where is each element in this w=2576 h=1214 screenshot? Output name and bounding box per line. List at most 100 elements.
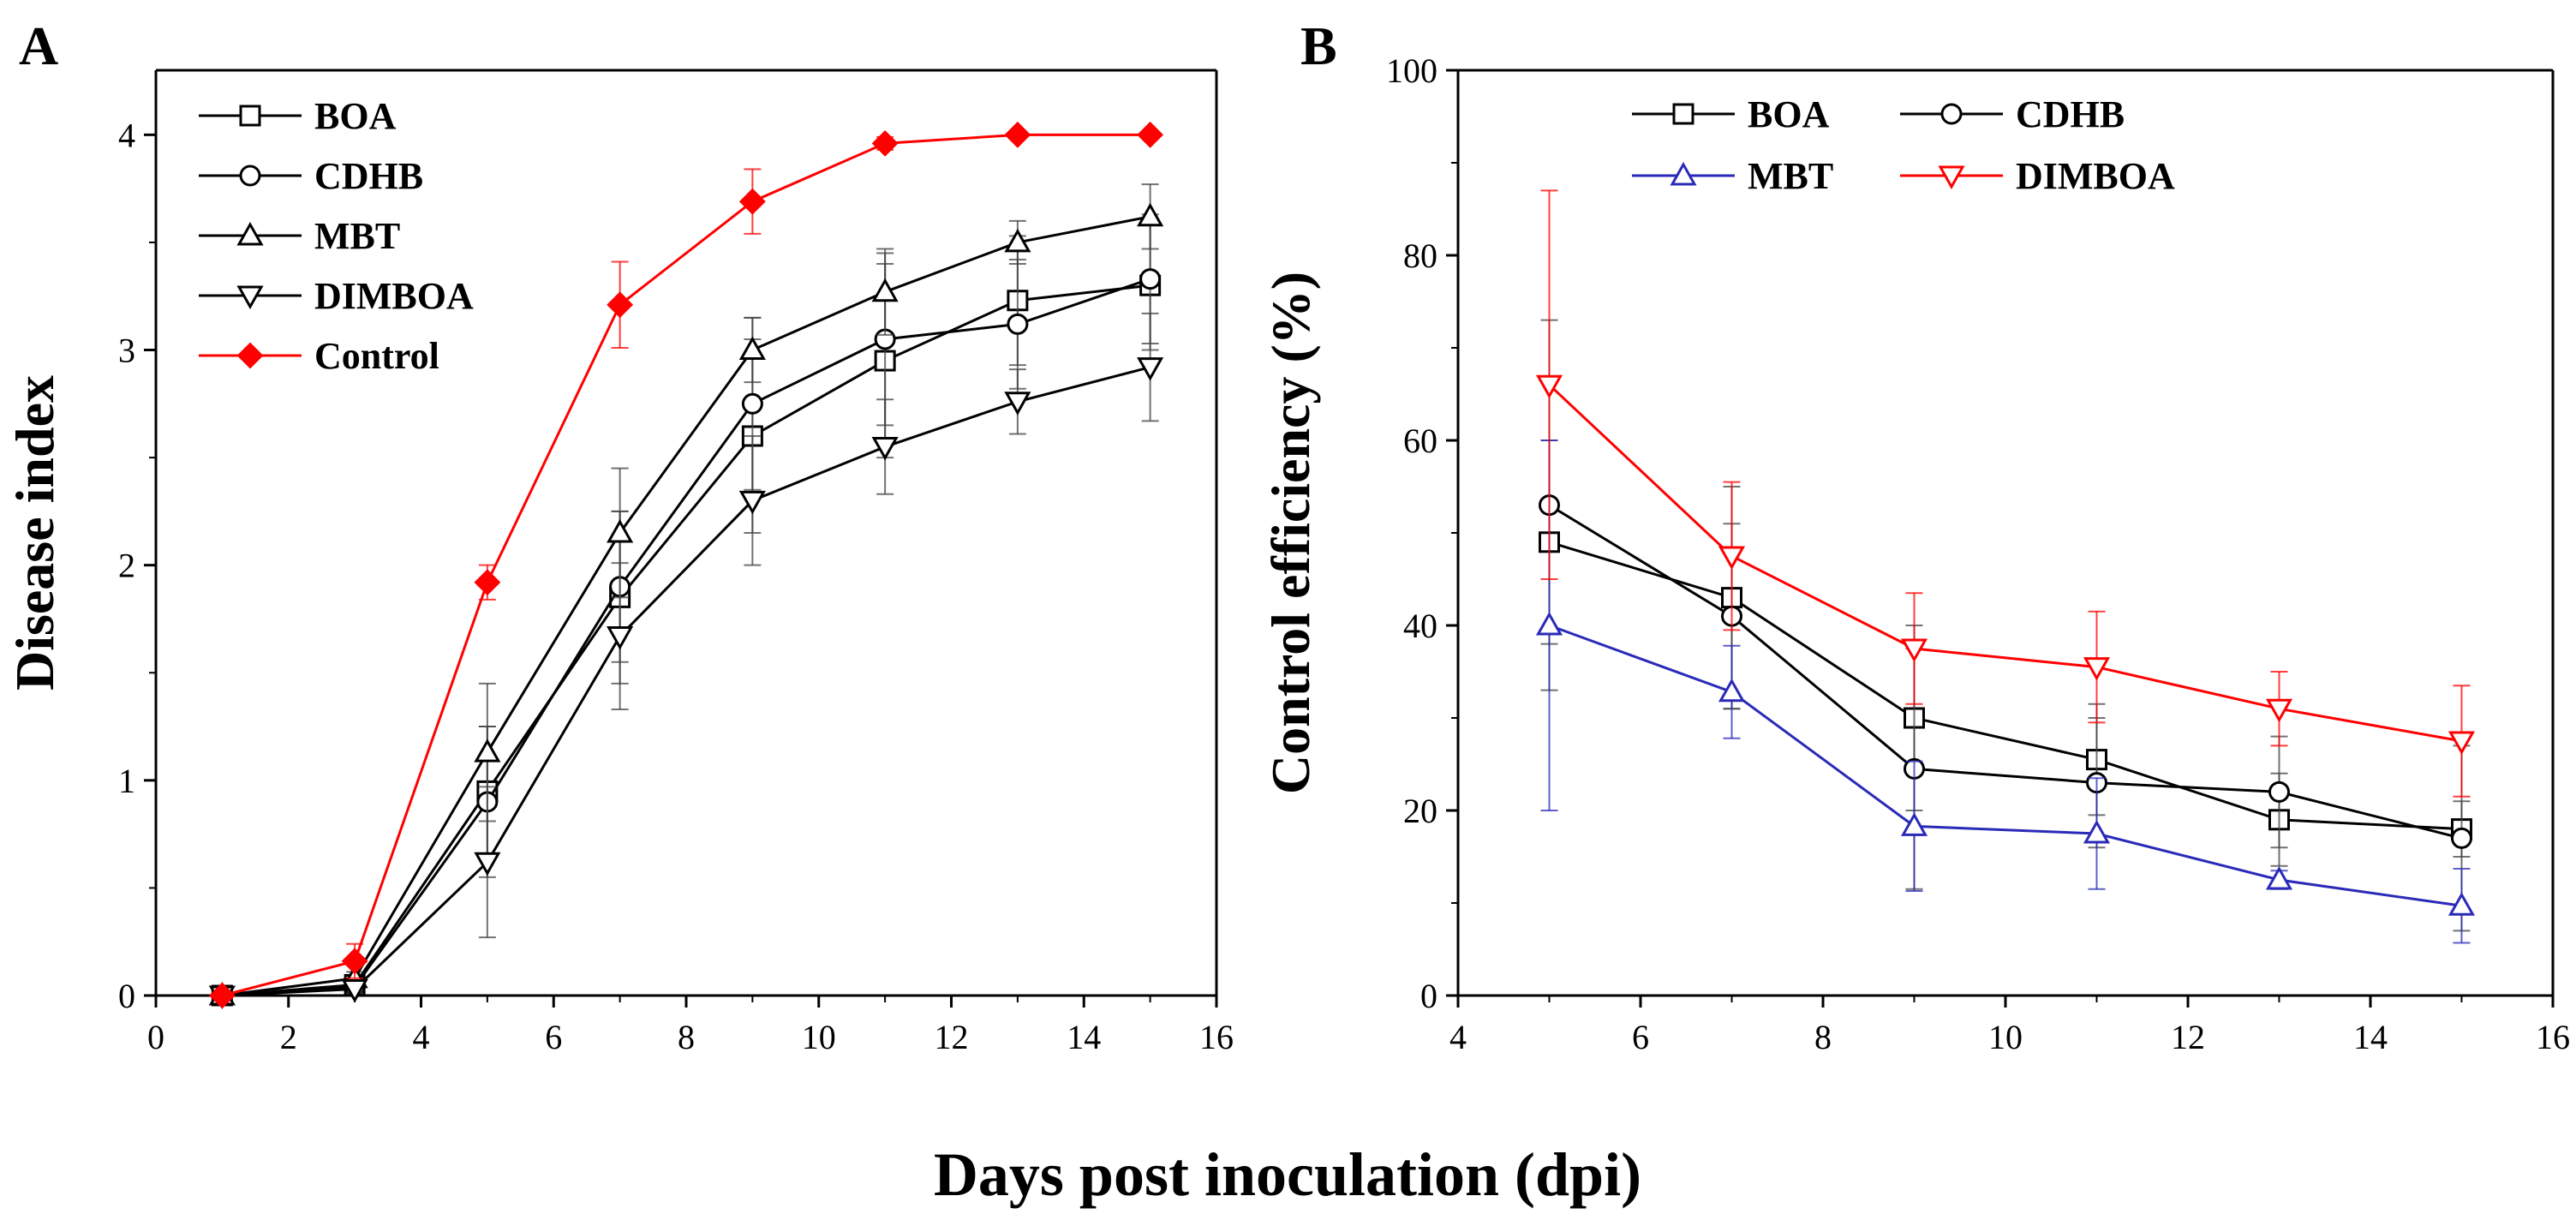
panel-b-legend-label: MBT [1748,155,1833,197]
panel-a-point-mbt [474,739,501,762]
panel-a-point-control [738,188,766,215]
panel-b-point-cdhb [2268,780,2290,803]
panel-a-x-tick-label: 4 [413,1018,430,1056]
panel-a-x-tick-label: 6 [545,1018,562,1056]
panel-a-legend-marker [239,105,261,127]
panel-b-legend-marker [1670,161,1697,186]
panel-a-point-mbt [738,336,766,361]
shared-x-axis-title: Days post inoculation (dpi) [934,1140,1641,1209]
panel-a-legend-marker [236,221,264,246]
panel-a-x-tick-label: 8 [678,1018,695,1056]
panel-b-chart: 4 6 8 10 12 14 16 0 20 40 60 80 100 Control efficienc… [1260,15,2570,1056]
panel-b-point-mbt [2265,865,2293,890]
panel-a-line-mbt [222,215,1151,997]
panel-a-x-tick-label: 0 [147,1018,164,1056]
panel-a-point-control [208,982,236,1009]
panel-a-series-mbt [208,183,1164,1006]
panel-a-point-dimboa [341,978,368,1003]
panel-b-point-dimboa [1718,546,1746,571]
panel-a-legend-item-cdhb: CDHB [199,155,423,197]
panel-a-point-dimboa [871,437,899,461]
panel-b-x-tick-label: 10 [1988,1018,2023,1056]
panel-a-point-control [607,291,634,319]
panel-a-legend-marker [236,285,264,310]
panel-a-line-control [221,133,1151,997]
panel-a-point-control [474,569,501,596]
panel-a-series-cdhb [211,213,1162,1007]
panel-b-series-cdhb [1539,319,2472,932]
panel-b-series-boa [1539,440,2472,867]
panel-a-y-tick-label: 4 [118,116,135,154]
panel-a-x-tick-label: 2 [280,1018,297,1056]
panel-b-y-tick-label: 20 [1403,792,1437,830]
panel-b-legend-item-cdhb: CDHB [1900,93,2125,135]
panel-b-point-dimboa [1535,374,1563,399]
panel-b-legend-label: BOA [1748,93,1830,135]
panel-b-point-mbt [1718,678,1746,703]
panel-b-legend-marker [1938,165,1965,190]
panel-b-y-axis-title: Control efficiency (%) [1260,272,1321,794]
panel-a-point-dimboa [1004,392,1031,416]
panel-a-line-dimboa [222,366,1151,997]
panel-a-point-mbt [1004,228,1031,253]
panel-a-legend-item-boa: BOA [199,95,397,137]
panel-a-point-control [1137,121,1164,148]
panel-b-x-tick-label: 6 [1632,1018,1649,1056]
panel-b-point-mbt [2447,892,2476,916]
panel-a-series-control [208,121,1164,1009]
panel-b-legend-marker [1672,103,1694,125]
panel-b-legend-item-boa: BOA [1632,93,1830,135]
panel-a-y-tick-label: 3 [118,332,135,370]
panel-a-legend-item-dimboa: DIMBOA [199,275,474,317]
panel-a-line-cdhb [222,278,1151,997]
panel-b-line-mbt [1548,624,2462,907]
panel-a-x-tick-label: 10 [802,1018,836,1056]
panel-b-y-tick-label: 100 [1386,51,1437,90]
panel-b-legend-item-mbt: MBT [1632,155,1833,197]
panel-a-point-dimboa [474,852,501,876]
panel-b-line-boa [1549,541,2462,831]
panel-b-y-tick-label: 80 [1403,236,1437,275]
panel-b-x-tick-label: 4 [1449,1018,1467,1056]
panel-a-legend-label: Control [314,335,439,377]
panel-b-x-tick-label: 12 [2171,1018,2205,1056]
panel-b-point-mbt [2083,819,2111,844]
panel-b-legend-item-dimboa: DIMBOA [1900,155,2175,197]
panel-b-x-tick-label: 14 [2353,1018,2388,1056]
panel-a-x-tick-label: 14 [1067,1018,1101,1056]
panel-b-y-tick-label: 0 [1420,977,1437,1015]
panel-a-point-control [341,948,368,975]
panel-a-point-mbt [607,518,634,543]
panel-a-point-dimboa [738,490,766,515]
panel-b-series-dimboa [1535,189,2476,798]
panel-b-line-cdhb [1548,504,2462,840]
panel-a-point-mbt [871,278,899,302]
panel-a-point-control [871,129,899,157]
panel-b-x-tick-label: 16 [2536,1018,2570,1056]
panel-a-y-tick-label: 2 [118,547,135,585]
panel-a-legend: BOA CDHB MBT DIMBOA Control [199,95,474,377]
panel-a-legend-label: BOA [314,95,397,137]
panel-a-y-tick-label: 0 [118,977,135,1015]
panel-a-point-control [1004,121,1031,148]
panel-a-legend-item-mbt: MBT [199,215,400,257]
panel-b-point-mbt [1535,611,1563,636]
panel-b-point-cdhb [2451,827,2472,849]
panel-a-point-cdhb [741,392,763,415]
panel-b-point-dimboa [2265,698,2293,723]
panel-a-legend-item-control: Control [199,335,439,377]
panel-b-point-dimboa [2083,657,2111,681]
panel-a-series-dimboa [208,312,1164,1010]
panel-b-series-mbt [1535,440,2476,944]
panel-a-letter: A [19,15,58,76]
panel-a-legend-label: DIMBOA [314,275,474,317]
panel-b-line-dimboa [1548,384,2462,743]
panel-b-point-dimboa [2447,731,2476,756]
panel-a-y-tick-label: 1 [118,762,135,800]
panel-b-legend: BOA CDHB MBT DIMBOA [1632,93,2175,197]
panel-a-x-tick-label: 12 [935,1018,969,1056]
panel-a-point-cdhb [1007,313,1029,335]
panel-b-point-mbt [1900,812,1928,836]
